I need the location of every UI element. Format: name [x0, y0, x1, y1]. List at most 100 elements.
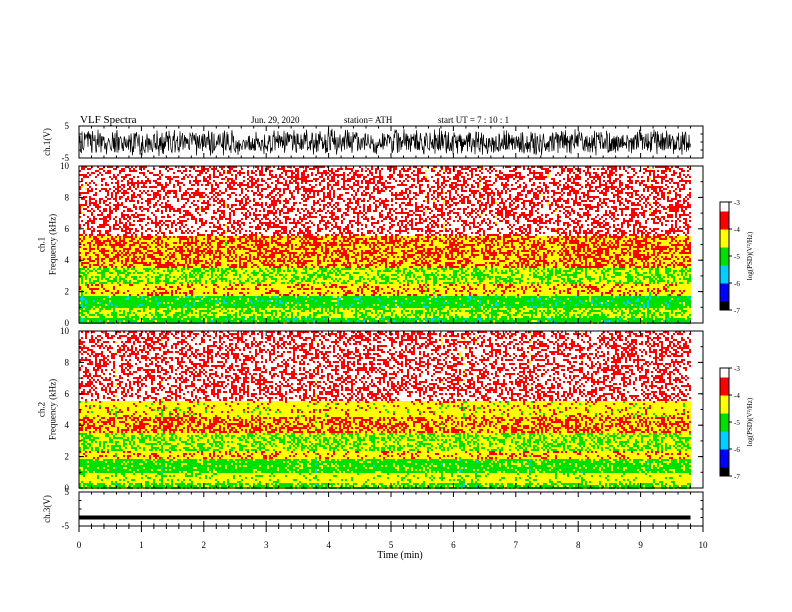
spectrogram-cell [577, 178, 579, 180]
spectrogram-cell [609, 172, 611, 174]
spectrogram-cell [605, 172, 607, 174]
spectrogram-cell [161, 224, 163, 226]
spectrogram-cell [603, 234, 605, 236]
spectrogram-cell [185, 190, 187, 192]
spectrogram-cell [507, 222, 509, 224]
spectrogram-cell [147, 210, 149, 212]
spectrogram-cell [277, 236, 279, 238]
spectrogram-cell [227, 170, 229, 172]
spectrogram-cell [325, 228, 327, 230]
spectrogram-cell [419, 190, 421, 192]
spectrogram-cell [573, 190, 575, 192]
spectrogram-cell [111, 222, 113, 224]
spectrogram-cell [519, 214, 521, 216]
spectrogram-cell [267, 194, 269, 196]
spectrogram-cell [603, 194, 605, 196]
spectrogram-cell [617, 182, 619, 184]
spectrogram-cell [201, 172, 203, 174]
spectrogram-cell [439, 234, 441, 236]
spectrogram-cell [249, 214, 251, 216]
spectrogram-cell [127, 192, 129, 194]
spectrogram-cell [607, 232, 609, 234]
spectrogram-cell [537, 202, 539, 204]
spectrogram-cell [411, 224, 413, 226]
spectrogram-cell [373, 226, 375, 228]
spectrogram-cell [605, 188, 607, 190]
spectrogram-cell [509, 196, 511, 198]
spectrogram-cell [125, 232, 127, 234]
spectrogram-cell [429, 228, 431, 230]
spectrogram-cell [595, 188, 597, 190]
spectrogram-cell [183, 226, 185, 228]
spectrogram-cell [267, 186, 269, 188]
spectrogram-cell [425, 218, 427, 220]
spectrogram-cell [315, 198, 317, 200]
spectrogram-cell [239, 220, 241, 222]
spectrogram-cell [217, 236, 219, 238]
spectrogram-cell [645, 204, 647, 206]
spectrogram-cell [393, 210, 395, 212]
spectrogram-cell [617, 192, 619, 194]
spectrogram-cell [103, 200, 105, 202]
spectrogram-cell [161, 232, 163, 234]
spectrogram-cell [685, 206, 687, 208]
spectrogram-cell [687, 214, 689, 216]
spectrogram-cell [461, 200, 463, 202]
spectrogram-cell [151, 220, 153, 222]
spectrogram-cell [181, 230, 183, 232]
spectrogram-cell [399, 172, 401, 174]
spectrogram-cell [131, 198, 133, 200]
spectrogram-cell [427, 234, 429, 236]
spectrogram-cell [555, 208, 557, 210]
spectrogram-cell [185, 202, 187, 204]
spectrogram-cell [493, 198, 495, 200]
spectrogram-cell [681, 204, 683, 206]
spectrogram-cell [533, 206, 535, 208]
spectrogram-cell [477, 190, 479, 192]
spectrogram-cell [369, 178, 371, 180]
spectrogram-cell [419, 222, 421, 224]
spectrogram-cell [93, 210, 95, 212]
spectrogram-cell [189, 194, 191, 196]
spectrogram-cell [637, 220, 639, 222]
spectrogram-cell [105, 224, 107, 226]
spectrogram-cell [633, 208, 635, 210]
spectrogram-cell [435, 198, 437, 200]
spectrogram-cell [619, 204, 621, 206]
spectrogram-cell [483, 232, 485, 234]
spectrogram-cell [419, 220, 421, 222]
spectrogram-cell [545, 200, 547, 202]
spectrogram-cell [227, 222, 229, 224]
spectrogram-cell [91, 212, 93, 214]
spectrogram-cell [155, 182, 157, 184]
spectrogram-cell [445, 230, 447, 232]
spectrogram-cell [135, 170, 137, 172]
spectrogram-cell [305, 204, 307, 206]
spectrogram-cell [393, 206, 395, 208]
spectrogram-cell [197, 234, 199, 236]
spectrogram-cell [255, 232, 257, 234]
spectrogram-cell [223, 200, 225, 202]
spectrogram-cell [653, 228, 655, 230]
spectrogram-cell [359, 174, 361, 176]
spectrogram-cell [433, 204, 435, 206]
spectrogram-cell [401, 194, 403, 196]
spectrogram-cell [383, 202, 385, 204]
spectrogram-cell [183, 184, 185, 186]
spectrogram-cell [239, 186, 241, 188]
spectrogram-cell [137, 168, 139, 170]
spectrogram-cell [127, 216, 129, 218]
spectrogram-cell [687, 198, 689, 200]
spectrogram-cell [595, 216, 597, 218]
spectrogram-cell [91, 198, 93, 200]
spectrogram-cell [463, 228, 465, 230]
spectrogram-cell [289, 192, 291, 194]
spectrogram-cell [337, 168, 339, 170]
spectrogram-cell [109, 216, 111, 218]
spectrogram-cell [563, 188, 565, 190]
spectrogram-cell [405, 230, 407, 232]
spectrogram-cell [561, 228, 563, 230]
spectrogram-cell [511, 174, 513, 176]
spectrogram-cell [159, 204, 161, 206]
spectrogram-cell [535, 234, 537, 236]
